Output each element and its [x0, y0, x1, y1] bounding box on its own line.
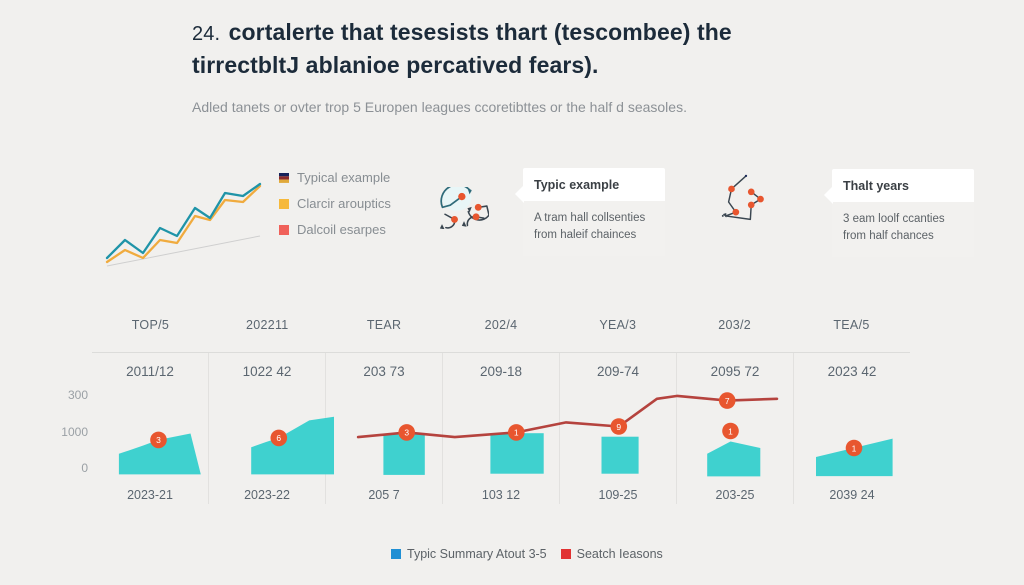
svg-text:6: 6: [276, 433, 281, 443]
svg-text:9: 9: [616, 422, 621, 432]
svg-text:3: 3: [404, 428, 409, 438]
svg-text:7: 7: [725, 396, 730, 406]
svg-text:1: 1: [514, 428, 519, 438]
svg-text:3: 3: [156, 435, 161, 445]
svg-text:1: 1: [852, 443, 857, 453]
svg-text:1: 1: [728, 426, 733, 436]
